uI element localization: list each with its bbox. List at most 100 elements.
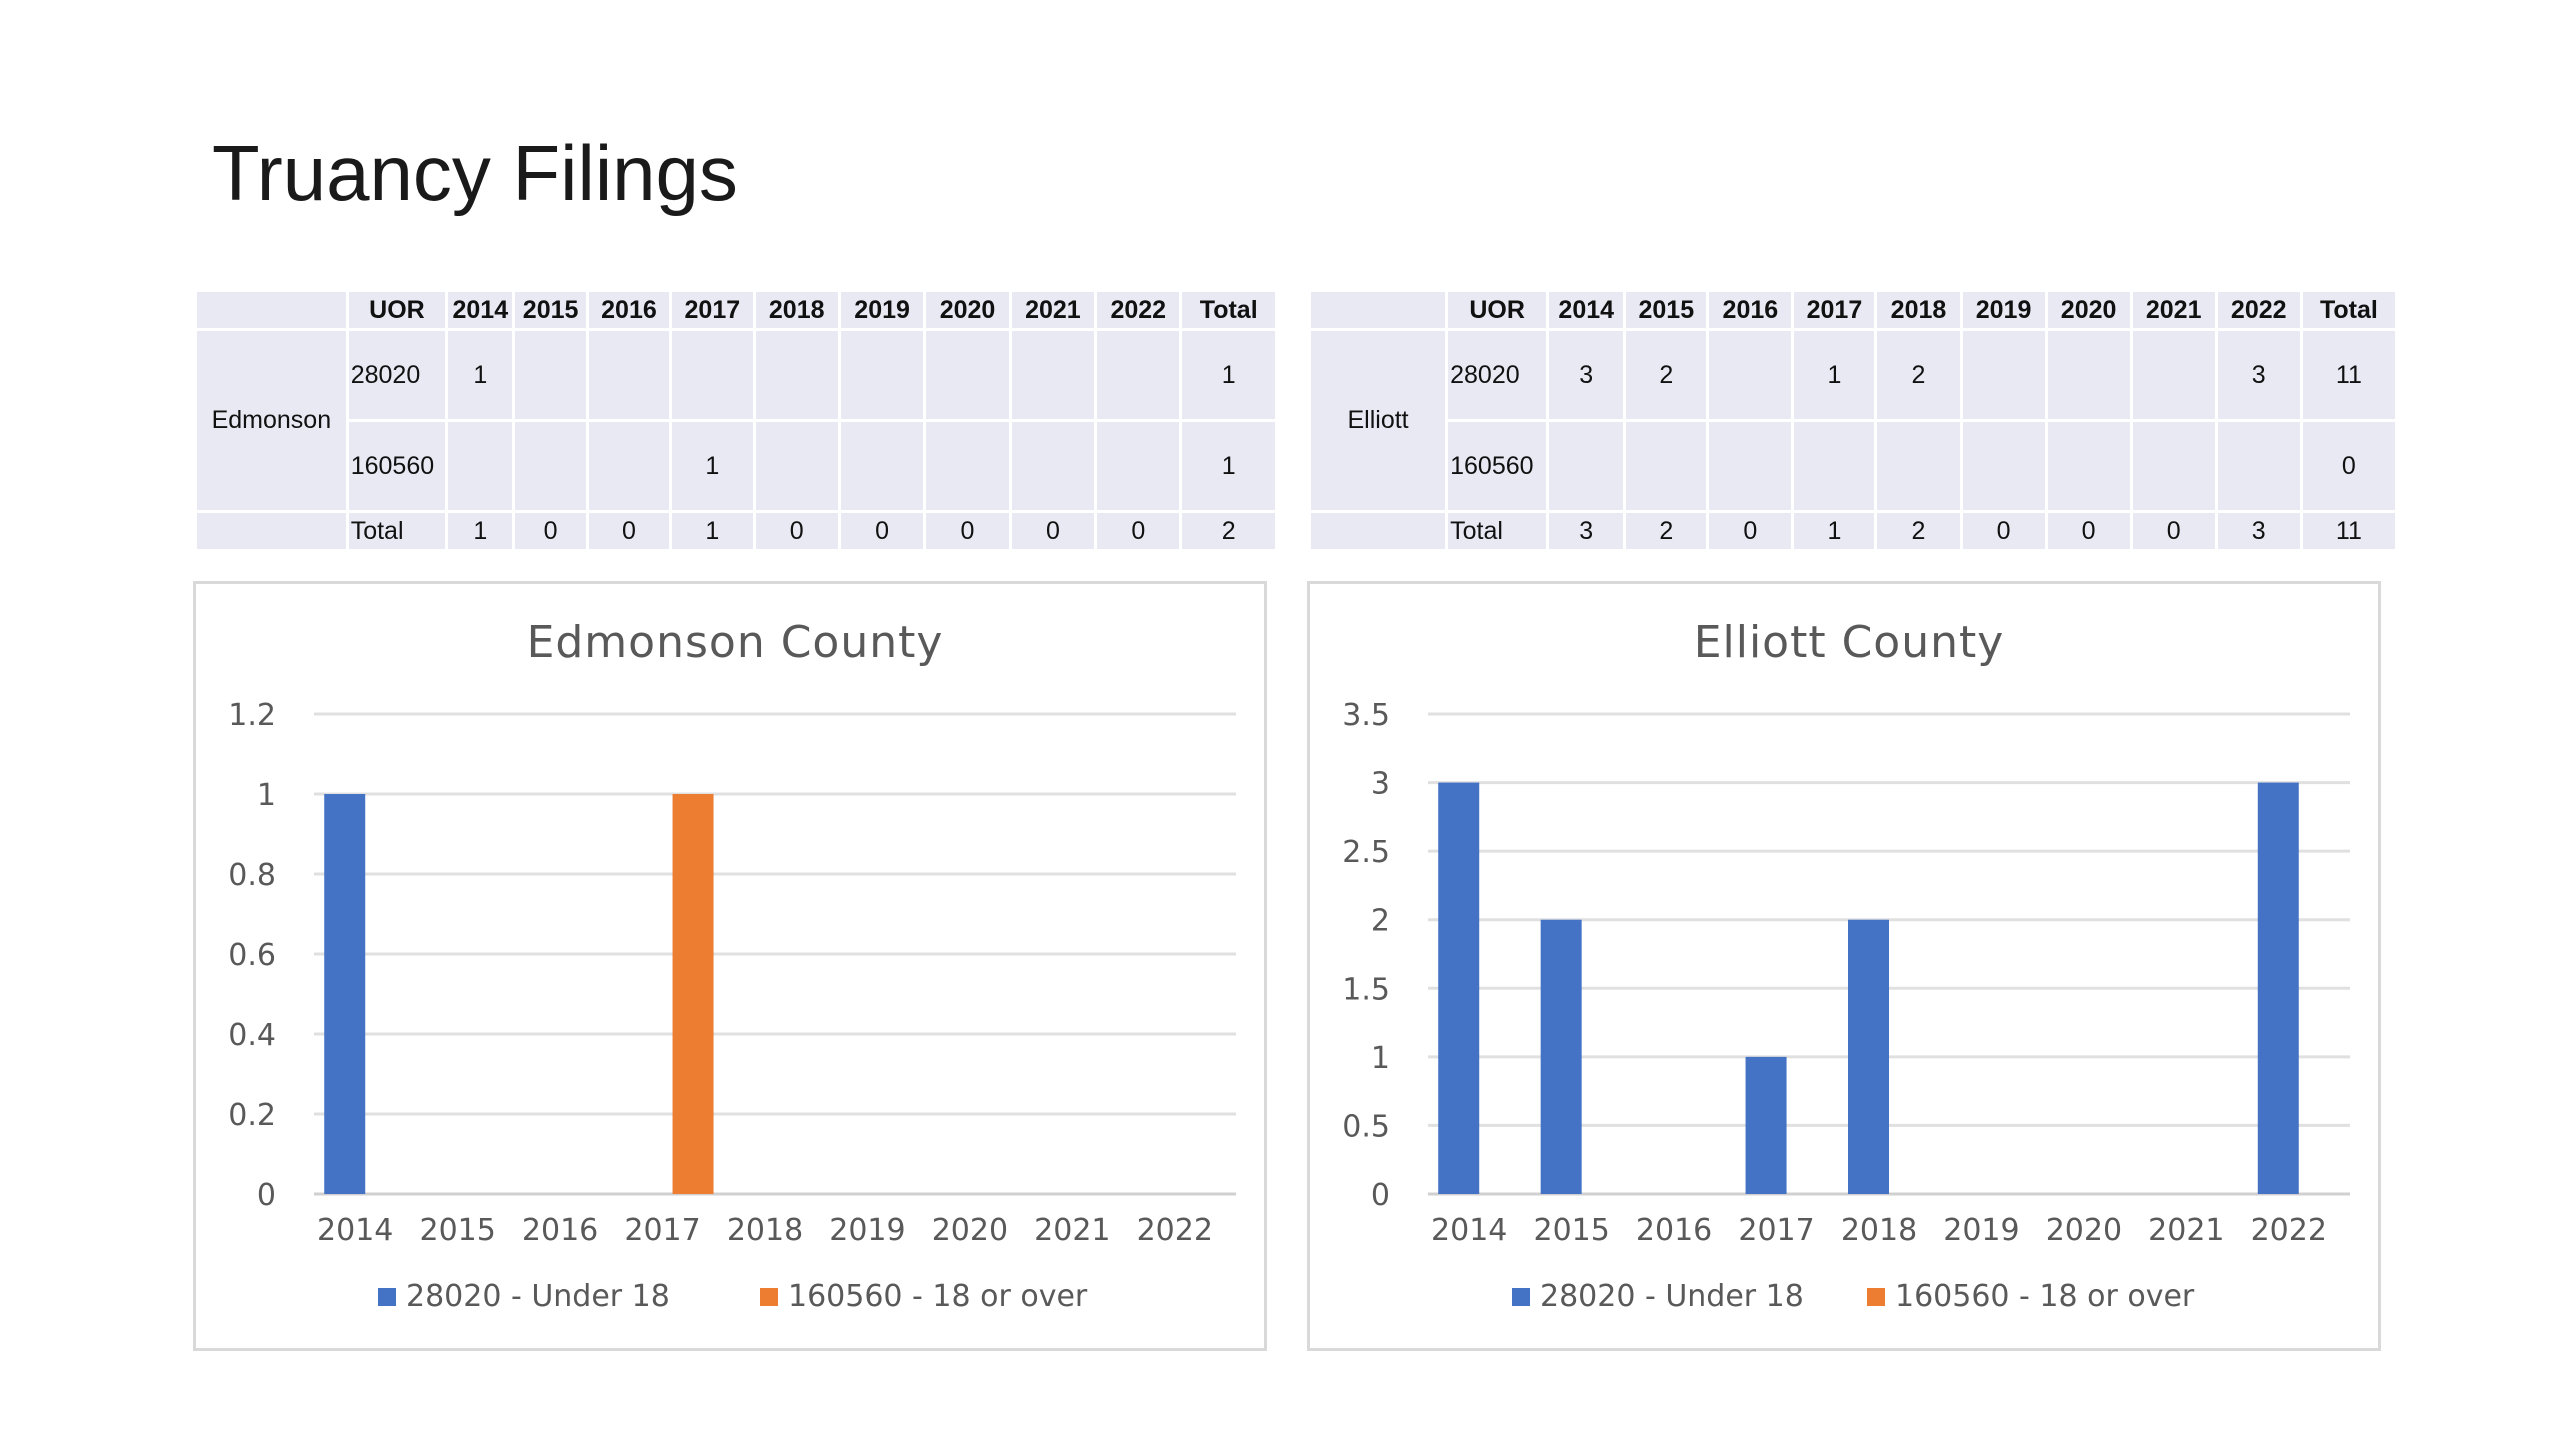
table-blank-cell <box>197 513 346 549</box>
table-cell: 1 <box>1182 422 1275 510</box>
x-tick-label: 2014 <box>317 1213 393 1248</box>
table-row: Elliott 28020 3 2 1 2 3 11 <box>1311 331 2395 510</box>
table-row: 160560 0 <box>1311 422 2395 510</box>
x-tick-label: 2018 <box>727 1213 803 1248</box>
table-cell <box>1011 422 1095 510</box>
y-tick-label: 1.5 <box>1342 972 1390 1007</box>
table-cell: 2 <box>1877 331 1960 419</box>
table-cell: 0 <box>515 513 586 549</box>
bar-2014-series-1 <box>1438 782 1480 1194</box>
table-header-cell: 2015 <box>1626 292 1707 328</box>
table-header-cell: 2019 <box>840 292 924 328</box>
table-cell: 160560 <box>348 422 446 510</box>
table-cell <box>1549 422 1624 510</box>
table-cell <box>672 331 753 419</box>
table-cell <box>926 422 1009 510</box>
bar-2018-series-1 <box>1848 919 1889 1194</box>
table-header-cell: UOR <box>1448 292 1547 328</box>
table-header-cell: 2014 <box>1549 292 1624 328</box>
table-cell: 1 <box>448 331 513 419</box>
table-cell <box>588 422 670 510</box>
table-header-cell: 2019 <box>1962 292 2045 328</box>
table-header-cell: 2018 <box>755 292 838 328</box>
table-blank-cell <box>1311 513 1446 549</box>
table-row: Edmonson 28020 1 1 <box>197 331 1275 510</box>
table-header-cell: 2020 <box>926 292 1009 328</box>
x-tick-label: 2014 <box>1431 1213 1507 1248</box>
table-cell <box>588 331 670 419</box>
y-tick-label: 0 <box>257 1178 276 1213</box>
table-cell <box>2132 331 2215 419</box>
table-header-cell: 2016 <box>588 292 670 328</box>
x-tick-label: 2022 <box>1137 1213 1213 1248</box>
edmonson-chart-frame: Edmonson County 0 0.2 0.4 0.6 0.8 1 1.2 2014 2015… <box>193 581 1267 1351</box>
legend-label: 28020 - Under 18 <box>1540 1279 1804 1314</box>
elliott-chart-frame: Elliott County 0 0.5 1 1.5 2 2.5 3 3.5 2014 2015 20… <box>1307 581 2381 1351</box>
table-cell <box>515 331 586 419</box>
table-total-row: Total 1 0 0 1 0 0 0 0 0 2 <box>197 513 1275 549</box>
legend-swatch-series-1 <box>378 1288 396 1306</box>
table-header-cell: 2014 <box>448 292 513 328</box>
table-cell: 1 <box>448 513 513 549</box>
bar-2022-series-1 <box>2257 782 2299 1194</box>
table-cell: 0 <box>926 513 1009 549</box>
table-cell: 2 <box>1626 331 1707 419</box>
table-cell: 3 <box>2217 513 2300 549</box>
table-cell <box>448 422 513 510</box>
table-total-row: Total 3 2 0 1 2 0 0 0 3 11 <box>1311 513 2395 549</box>
legend-label: 160560 - 18 or over <box>788 1279 1088 1314</box>
county-label: Elliott <box>1311 331 1446 510</box>
x-tick-label: 2015 <box>419 1213 495 1248</box>
table-cell <box>2217 422 2300 510</box>
table-cell: Total <box>1448 513 1547 549</box>
bar-2017-series-2 <box>672 794 714 1194</box>
table-header-row: UOR 2014 2015 2016 2017 2018 2019 2020 2… <box>197 292 1275 328</box>
table-header-cell: 2016 <box>1709 292 1792 328</box>
chart-title: Edmonson County <box>527 617 944 668</box>
table-cell <box>1709 422 1792 510</box>
table-cell: 0 <box>1097 513 1180 549</box>
elliott-chart: Elliott County 0 0.5 1 1.5 2 2.5 3 3.5 2014 2015 20… <box>1342 617 2350 1314</box>
table-cell: 0 <box>1709 513 1792 549</box>
table-cell: 0 <box>1011 513 1095 549</box>
table-cell <box>926 331 1009 419</box>
table-cell: 0 <box>840 513 924 549</box>
table-cell <box>1962 331 2045 419</box>
table-corner-cell <box>1311 292 1446 328</box>
y-tick-label: 0.4 <box>228 1018 276 1053</box>
table-cell: 28020 <box>1448 331 1547 419</box>
table-header-cell: Total <box>2302 292 2395 328</box>
table-cell: 11 <box>2302 331 2395 419</box>
table-cell <box>2047 422 2130 510</box>
table-cell: 3 <box>1549 331 1624 419</box>
table-cell: 1 <box>1794 513 1875 549</box>
table-cell: 28020 <box>348 331 446 419</box>
bar-2014-series-1 <box>324 794 366 1194</box>
table-cell: Total <box>348 513 446 549</box>
table-cell: 1 <box>1794 331 1875 419</box>
x-tick-label: 2016 <box>522 1213 598 1248</box>
table-header-cell: 2017 <box>672 292 753 328</box>
y-tick-label: 0.5 <box>1342 1109 1390 1144</box>
table-cell: 1 <box>1182 331 1275 419</box>
y-tick-label: 1 <box>257 778 276 813</box>
y-tick-label: 1 <box>1371 1041 1390 1076</box>
table-header-cell: 2020 <box>2047 292 2130 328</box>
bar-2017-series-1 <box>1745 1056 1787 1194</box>
table-cell <box>1097 331 1180 419</box>
table-cell <box>755 422 838 510</box>
y-tick-label: 0.2 <box>228 1098 276 1133</box>
table-cell <box>1709 331 1792 419</box>
y-tick-label: 0 <box>1371 1178 1390 1213</box>
y-tick-label: 2.5 <box>1342 835 1390 870</box>
x-tick-label: 2016 <box>1636 1213 1712 1248</box>
legend-swatch-series-1 <box>1512 1288 1530 1306</box>
y-tick-label: 3.5 <box>1342 698 1390 733</box>
table-cell <box>755 331 838 419</box>
table-header-cell: UOR <box>348 292 446 328</box>
table-cell <box>515 422 586 510</box>
y-tick-label: 1.2 <box>228 698 276 733</box>
table-row: 160560 1 1 <box>197 422 1275 510</box>
table-cell: 2 <box>1182 513 1275 549</box>
table-header-cell: 2022 <box>2217 292 2300 328</box>
